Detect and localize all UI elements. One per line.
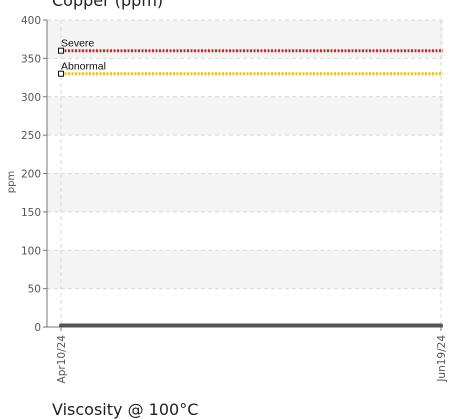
y-tick-label: 250 bbox=[21, 130, 41, 142]
y-axis-label: ppm bbox=[6, 171, 17, 193]
y-tick-label: 50 bbox=[28, 284, 41, 296]
y-tick-label: 0 bbox=[34, 322, 41, 334]
data-point bbox=[439, 323, 443, 328]
plot-band bbox=[47, 20, 443, 59]
y-tick-label: 300 bbox=[21, 92, 41, 104]
data-point bbox=[59, 323, 63, 328]
threshold-marker-severe bbox=[58, 47, 64, 54]
x-tick-labels: Apr10/24 Jun19/24 bbox=[56, 327, 448, 383]
plot-band bbox=[47, 96, 443, 136]
threshold-lines: Severe Abnormal bbox=[58, 38, 443, 77]
y-tick-label: 400 bbox=[21, 15, 41, 27]
threshold-marker-abnormal bbox=[58, 70, 64, 77]
y-tick-label: 100 bbox=[21, 245, 41, 257]
y-tick-label: 150 bbox=[21, 207, 41, 219]
plot-band bbox=[47, 250, 443, 289]
threshold-label-severe: Severe bbox=[61, 38, 94, 50]
y-tick-label: 350 bbox=[21, 53, 41, 65]
plot-band bbox=[47, 173, 443, 212]
next-chart-title: Viscosity @ 100°C bbox=[52, 400, 199, 419]
x-tick-label: Jun19/24 bbox=[436, 335, 448, 383]
plot-bands bbox=[47, 20, 443, 289]
y-tick-labels: 0 50 100 150 200 250 300 350 400 bbox=[21, 15, 47, 334]
x-tick-label: Apr10/24 bbox=[56, 335, 68, 384]
threshold-label-abnormal: Abnormal bbox=[61, 61, 106, 73]
chart-title: Copper (ppm) bbox=[52, 0, 164, 10]
y-tick-label: 200 bbox=[21, 169, 41, 181]
data-series bbox=[59, 323, 443, 328]
